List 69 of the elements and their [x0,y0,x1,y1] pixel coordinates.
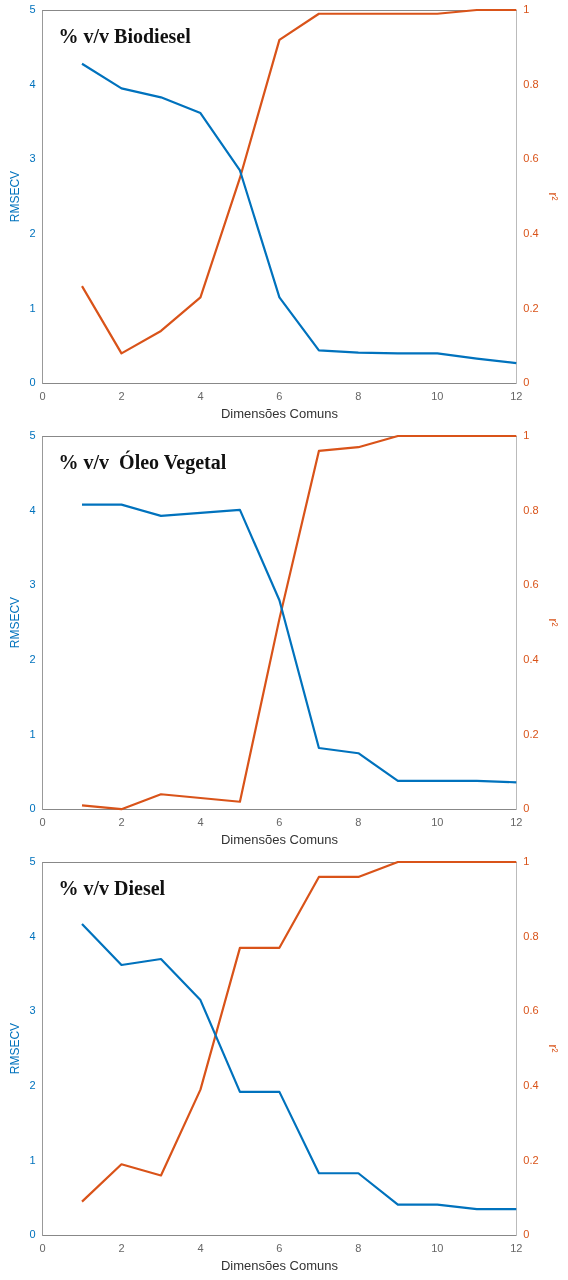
y-tick-label: 5 [29,429,36,442]
y2-tick-label: 0.6 [523,152,539,165]
x-tick-label: 10 [431,1241,444,1254]
x-tick-label: 8 [355,1241,362,1254]
y-tick-label: 4 [29,929,36,942]
x-tick-label: 12 [510,389,523,402]
y-tick-label: 0 [29,802,36,815]
y2-tick-label: 0.6 [523,578,539,591]
y2-tick-label: 0 [523,1228,530,1241]
y-tick-label: 5 [29,3,36,16]
x-tick-label: 8 [355,815,362,828]
x-tick-label: 6 [276,815,283,828]
y2-tick-label: 0.2 [523,1153,539,1166]
y2-tick-label: 0.8 [523,503,539,516]
y-axis-title: RMSECV [7,1022,22,1075]
y-tick-label: 1 [29,301,36,314]
y2-axis-title: r² [546,192,561,201]
y-tick-label: 2 [29,652,36,665]
x-tick-label: 10 [431,389,444,402]
x-axis-title: Dimensões Comuns [220,405,339,421]
x-tick-label: 4 [197,1241,204,1254]
x-tick-label: 2 [118,815,125,828]
y-tick-label: 3 [29,1004,36,1017]
y2-tick-label: 0.4 [523,1078,539,1091]
y-tick-label: 1 [29,727,36,740]
y2-tick-label: 1 [523,3,530,16]
y2-tick-label: 0.4 [523,226,539,239]
y2-axis-title: r² [546,1044,561,1053]
y-tick-label: 1 [29,1153,36,1166]
y2-tick-label: 1 [523,429,530,442]
y-axis-title: RMSECV [7,596,22,649]
y2-axis-title: r² [546,618,561,627]
x-tick-label: 10 [431,815,444,828]
x-tick-label: 6 [276,1241,283,1254]
x-tick-label: 6 [276,389,283,402]
x-tick-label: 12 [510,815,523,828]
x-tick-label: 4 [197,389,204,402]
y-tick-label: 2 [29,226,36,239]
y2-tick-label: 0.8 [523,929,539,942]
y2-tick-label: 0.6 [523,1004,539,1017]
x-axis-title: Dimensões Comuns [220,1257,339,1273]
x-axis-title: Dimensões Comuns [220,831,339,847]
x-tick-label: 0 [39,1241,46,1254]
y-tick-label: 3 [29,578,36,591]
x-tick-label: 2 [118,389,125,402]
x-tick-label: 0 [39,815,46,828]
x-tick-label: 0 [39,389,46,402]
x-tick-label: 12 [510,1241,523,1254]
x-tick-label: 8 [355,389,362,402]
text: % v/v Biodiesel [58,25,192,48]
y2-tick-label: 1 [523,855,530,868]
y-tick-label: 4 [29,503,36,516]
y2-tick-label: 0.8 [523,77,539,90]
y-tick-label: 5 [29,855,36,868]
y2-tick-label: 0.4 [523,652,539,665]
text: % v/v Diesel [58,877,166,900]
x-tick-label: 4 [197,815,204,828]
y2-tick-label: 0 [523,376,530,389]
y-tick-label: 2 [29,1078,36,1091]
y-tick-label: 0 [29,1228,36,1241]
text: % v/v Óleo Vegetal [58,450,227,475]
y-axis-title: RMSECV [7,170,22,223]
y-tick-label: 3 [29,152,36,165]
y2-tick-label: 0.2 [523,301,539,314]
y-tick-label: 0 [29,376,36,389]
y-tick-label: 4 [29,77,36,90]
y2-tick-label: 0.2 [523,727,539,740]
x-tick-label: 2 [118,1241,125,1254]
y2-tick-label: 0 [523,802,530,815]
